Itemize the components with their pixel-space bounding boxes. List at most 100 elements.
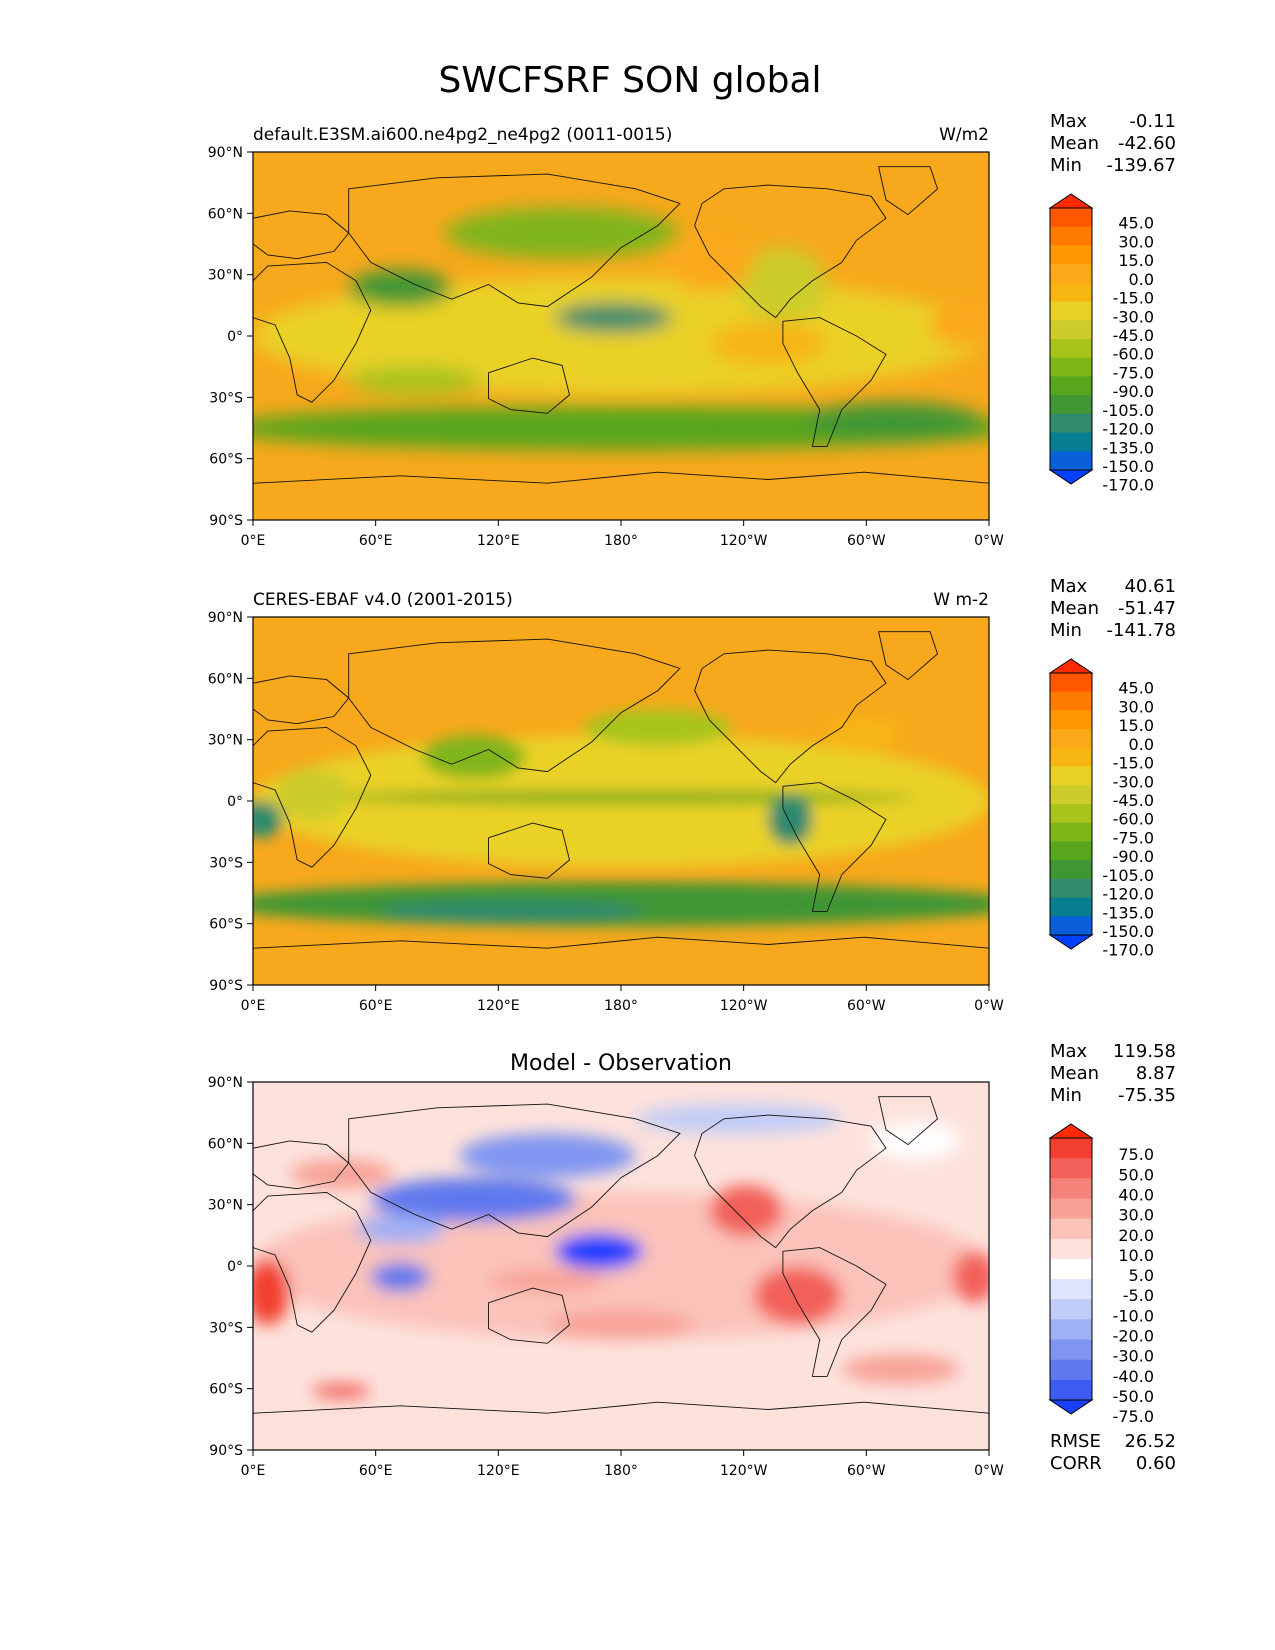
stat-label: Max <box>1050 576 1088 597</box>
colorbar-tick-label: 15.0 <box>1118 716 1154 735</box>
y-tick-label: 90°S <box>209 1443 243 1459</box>
colorbar-segment <box>1050 766 1092 786</box>
contour-region <box>665 232 754 292</box>
y-tick-label: 30°N <box>208 1198 243 1214</box>
y-tick-label: 60°N <box>208 671 243 687</box>
colorbar-segment <box>1050 916 1092 936</box>
colorbar-tick-label: 15.0 <box>1118 251 1154 270</box>
colorbar-tick-label: -105.0 <box>1102 866 1154 885</box>
colorbar-frame <box>1049 1137 1093 1401</box>
stat-label: Max <box>1050 111 1088 132</box>
stat-value: -139.67 <box>1107 155 1176 176</box>
contour-region <box>768 793 813 846</box>
contour-region <box>348 365 482 395</box>
stat-value: 26.52 <box>1124 1431 1176 1452</box>
coastline-asia <box>348 638 681 773</box>
coastline-asia <box>348 173 681 308</box>
colorbar-tick-label: -75.0 <box>1113 828 1154 847</box>
colorbar-segment <box>1050 1238 1092 1260</box>
stat-value: 40.61 <box>1124 576 1176 597</box>
colorbar-segment <box>1050 747 1092 768</box>
colorbar-tick-label: -170.0 <box>1102 476 1154 495</box>
coastline-northAmerica <box>694 184 887 319</box>
stat-label: Min <box>1050 155 1082 176</box>
x-tick-label: 60°E <box>359 998 393 1014</box>
y-tick-label: 30°S <box>209 1320 243 1336</box>
y-tick-label: 30°S <box>209 855 243 871</box>
coastlines <box>253 1096 989 1450</box>
colorbar-segment <box>1050 451 1092 471</box>
colorbar-tick-label: -40.0 <box>1113 1367 1154 1386</box>
colorbar-segment <box>1050 897 1092 917</box>
contour-region <box>709 321 828 366</box>
colorbar-segment <box>1050 691 1092 711</box>
x-tick-label: 120°W <box>720 1463 768 1479</box>
y-tick-label: 30°N <box>208 733 243 749</box>
x-tick-label: 180° <box>604 1463 638 1479</box>
colorbar-segment <box>1050 264 1092 284</box>
y-tick-label: 0° <box>227 1259 243 1275</box>
colorbar-tick-label: 0.0 <box>1129 735 1154 754</box>
colorbar-extend-max <box>1048 1123 1094 1139</box>
colorbar-tick-label: -5.0 <box>1123 1286 1154 1305</box>
colorbar-tick-label: -105.0 <box>1102 401 1154 420</box>
colorbar-segment <box>1050 710 1092 730</box>
colorbar: 45.030.015.00.0-15.0-30.0-45.0-60.0-75.0… <box>1048 193 1154 495</box>
colorbar-tick-label: -120.0 <box>1102 885 1154 904</box>
colorbar-tick-label: 45.0 <box>1118 214 1154 233</box>
y-tick-label: 90°S <box>209 978 243 994</box>
stat-label: RMSE <box>1050 1431 1101 1452</box>
colorbar-tick-label: -120.0 <box>1102 420 1154 439</box>
contour-region <box>253 1258 290 1325</box>
colorbar-tick-label: 0.0 <box>1129 270 1154 289</box>
colorbar-segment <box>1050 1379 1092 1401</box>
x-tick-label: 120°E <box>477 533 520 549</box>
y-tick-label: 90°S <box>209 513 243 529</box>
x-tick-label: 0°W <box>974 1463 1004 1479</box>
stat-label: Min <box>1050 1085 1082 1106</box>
colorbar-tick-label: -90.0 <box>1113 382 1154 401</box>
y-tick-label: 60°S <box>209 452 243 468</box>
colorbar-tick-label: 5.0 <box>1129 1266 1154 1285</box>
colorbar-segment <box>1050 1178 1092 1199</box>
coastlines <box>253 166 989 520</box>
stat-label: Max <box>1050 1041 1088 1062</box>
contour-region <box>444 207 680 259</box>
contour-region <box>584 709 732 746</box>
colorbar-tick-label: 45.0 <box>1118 679 1154 698</box>
colorbar-segment <box>1050 432 1092 452</box>
x-tick-label: 180° <box>604 998 638 1014</box>
colorbar-segment <box>1050 785 1092 805</box>
contour-region <box>547 1310 695 1340</box>
colorbar-segment <box>1050 376 1092 396</box>
colorbar-frame <box>1049 207 1093 471</box>
coastline-antarctica <box>253 1401 989 1450</box>
colorbar-segment <box>1050 1299 1092 1320</box>
colorbar-tick-label: -60.0 <box>1113 345 1154 364</box>
stat-value: -0.11 <box>1129 111 1176 132</box>
colorbar-frame <box>1049 672 1093 936</box>
stat-label: CORR <box>1050 1453 1102 1474</box>
colorbar-tick-label: -30.0 <box>1113 1347 1154 1366</box>
coastline-australia <box>488 1287 571 1344</box>
colorbar-segment <box>1050 822 1092 842</box>
colorbar-segment <box>1050 1359 1092 1381</box>
colorbar-tick-label: -45.0 <box>1113 326 1154 345</box>
contour-region <box>253 881 989 927</box>
y-tick-label: 60°N <box>208 206 243 222</box>
coastline-europe <box>253 210 350 260</box>
coastline-greenland <box>878 1096 939 1146</box>
colorbar-segment <box>1050 282 1092 303</box>
colorbar-tick-label: 10.0 <box>1118 1246 1154 1265</box>
map-plot-area: 90°N 60°N 30°N 0° 30°S 60°S 90°S 0°E 60°E 120°E 18… <box>208 145 1004 549</box>
map-panel-1: 90°N 60°N 30°N 0° 30°S 60°S 90°S 0°E 60°E 120°E 18… <box>208 111 1176 549</box>
colorbar-extend-min <box>1048 934 1094 950</box>
contour-region <box>348 269 452 307</box>
colorbar-segment <box>1050 673 1092 693</box>
coastline-antarctica <box>253 936 989 985</box>
contour-region <box>488 1269 607 1292</box>
contour-region <box>253 801 283 838</box>
stat-label: Mean <box>1050 133 1099 154</box>
colorbar-tick-label: -135.0 <box>1102 438 1154 457</box>
coastline-australia <box>488 822 571 879</box>
